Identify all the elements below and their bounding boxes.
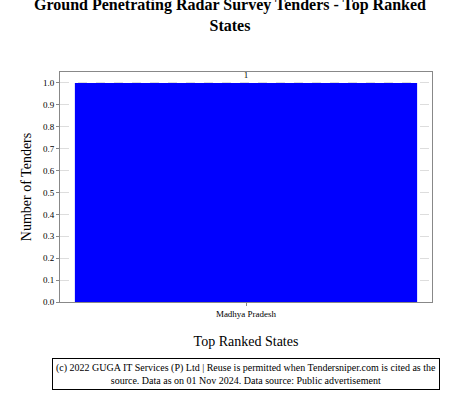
svg-text:0.9: 0.9	[43, 100, 55, 110]
svg-text:0.3: 0.3	[43, 231, 55, 241]
svg-text:0.2: 0.2	[43, 253, 54, 263]
svg-text:Number of Tenders: Number of Tenders	[19, 133, 34, 241]
svg-text:(c) 2022 GUGA IT Services (P): (c) 2022 GUGA IT Services (P) Ltd | Reus…	[56, 362, 436, 386]
svg-text:0.7: 0.7	[43, 144, 55, 154]
svg-text:0.8: 0.8	[43, 122, 55, 132]
svg-text:1: 1	[244, 70, 249, 80]
svg-text:Ground Penetrating Radar Surve: Ground Penetrating Radar Survey Tenders …	[34, 0, 426, 34]
svg-text:1.0: 1.0	[43, 78, 55, 88]
svg-text:Top Ranked States: Top Ranked States	[194, 334, 299, 349]
svg-text:0.4: 0.4	[43, 210, 55, 220]
svg-text:0.6: 0.6	[43, 166, 55, 176]
svg-text:0.1: 0.1	[43, 275, 54, 285]
svg-text:Madhya Pradesh: Madhya Pradesh	[216, 309, 277, 319]
svg-text:0.0: 0.0	[43, 297, 55, 307]
svg-text:0.5: 0.5	[43, 188, 55, 198]
